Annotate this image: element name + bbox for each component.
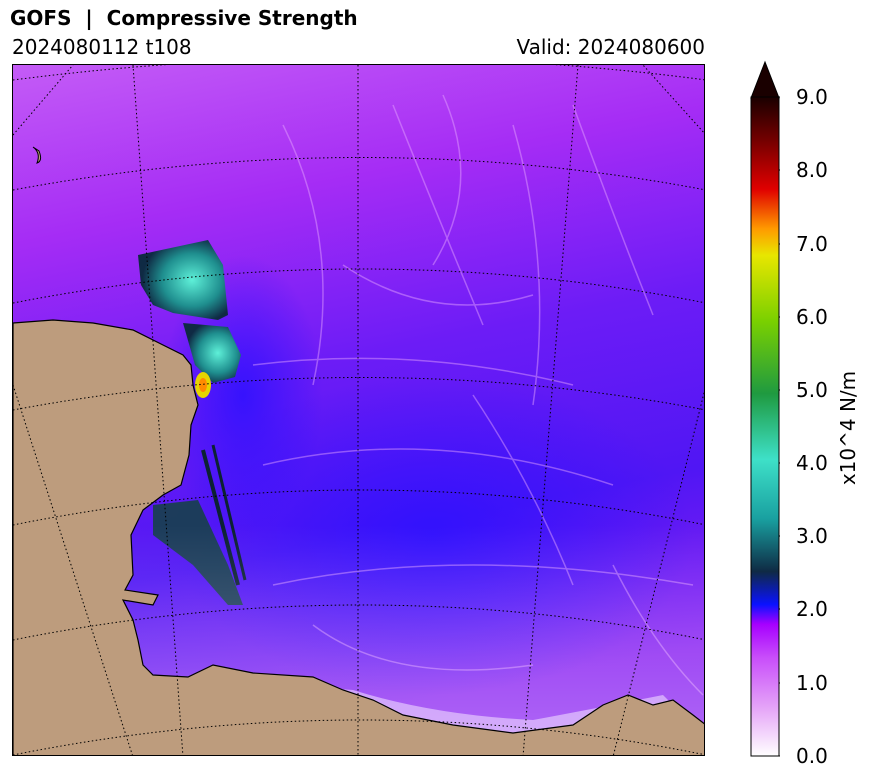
colorbar-tick-label: 7.0 [796,232,828,256]
antarctic-landmass [13,319,704,755]
valid-time-label: Valid: 2024080600 [516,35,705,59]
map-canvas [13,65,704,755]
colorbar-tick-label: 9.0 [796,85,828,109]
run-label: 2024080112 t108 [12,35,192,59]
colorbar-tick-label: 4.0 [796,451,828,475]
colorbar-tick-label: 3.0 [796,524,828,548]
colorbar-units-label: x10^4 N/m [836,370,860,486]
high-strength-ice-zone-mid [183,323,241,383]
small-island [32,146,42,164]
colorbar-tick-label: 2.0 [796,597,828,621]
graticule [13,65,704,755]
colorbar-tick-label: 5.0 [796,378,828,402]
colorbar-ramp [750,96,780,757]
colorbar-tick-label: 8.0 [796,158,828,182]
map-panel[interactable] [12,64,705,756]
high-strength-ice-zone-north [138,240,228,320]
colorbar [750,60,780,757]
colorbar-tick-label: 1.0 [796,671,828,695]
colorbar-tick-label: 6.0 [796,305,828,329]
colorbar-extend-arrow [750,60,780,99]
figure-title: GOFS | Compressive Strength [10,6,358,30]
peak-strength-core [199,378,207,392]
colorbar-tick-label: 0.0 [796,744,828,768]
